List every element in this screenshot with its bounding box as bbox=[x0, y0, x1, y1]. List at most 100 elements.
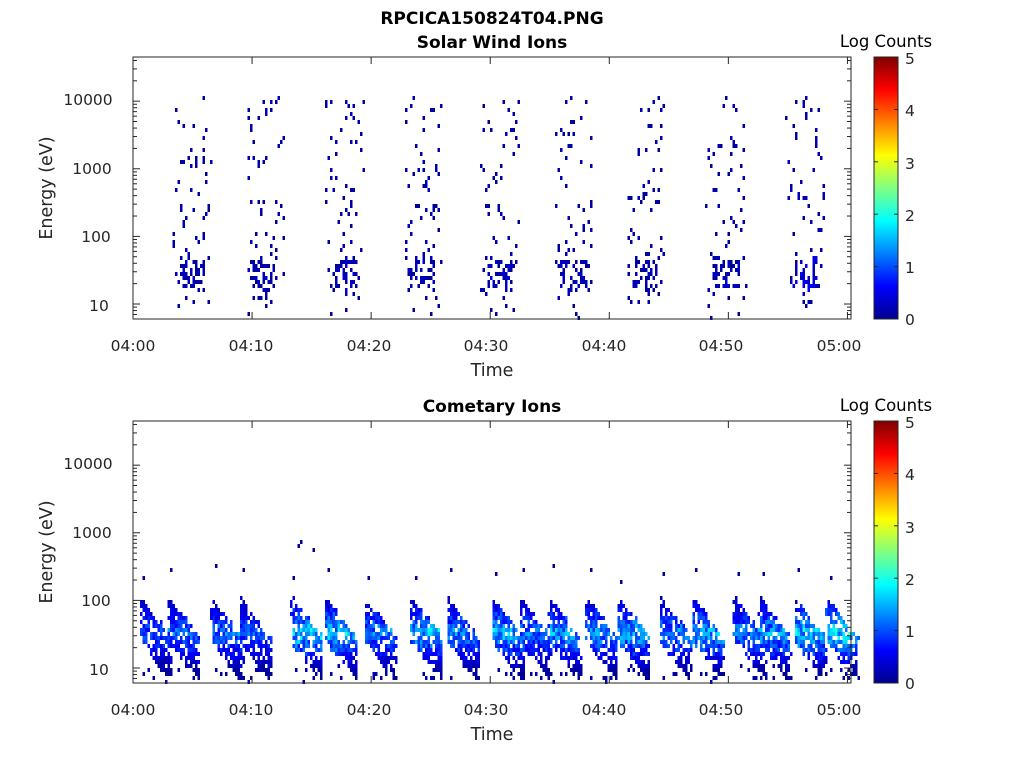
spectrogram-cell bbox=[342, 660, 345, 664]
spectrogram-cell bbox=[565, 184, 568, 188]
spectrogram-cell bbox=[557, 624, 560, 628]
spectrogram-cell bbox=[307, 632, 310, 636]
spectrogram-cell bbox=[217, 632, 220, 636]
spectrogram-cell bbox=[742, 640, 745, 644]
spectrogram-cell bbox=[490, 256, 493, 260]
spectrogram-cell bbox=[807, 276, 810, 280]
spectrogram-cell bbox=[670, 636, 673, 640]
spectrogram-cell bbox=[560, 636, 563, 640]
spectrogram-cell bbox=[700, 616, 703, 620]
spectrogram-cell bbox=[740, 612, 743, 616]
spectrogram-cell bbox=[275, 248, 278, 252]
spectrogram-cell bbox=[195, 636, 198, 640]
spectrogram-cell bbox=[527, 624, 530, 628]
spectrogram-cell bbox=[385, 664, 388, 668]
spectrogram-cell bbox=[780, 636, 783, 640]
spectrogram-cell bbox=[452, 624, 455, 628]
spectrogram-cell bbox=[340, 652, 343, 656]
spectrogram-cell bbox=[802, 292, 805, 296]
spectrogram-cell bbox=[342, 624, 345, 628]
spectrogram-cell bbox=[705, 624, 708, 628]
spectrogram-cell bbox=[575, 660, 578, 664]
spectrogram-cell bbox=[707, 624, 710, 628]
spectrogram-cell bbox=[172, 244, 175, 248]
spectrogram-cell bbox=[657, 200, 660, 204]
spectrogram-cell bbox=[637, 664, 640, 668]
spectrogram-cell bbox=[257, 644, 260, 648]
spectrogram-cell bbox=[257, 640, 260, 644]
spectrogram-cell bbox=[377, 616, 380, 620]
spectrogram-cell bbox=[370, 632, 373, 636]
spectrogram-cell bbox=[722, 644, 725, 648]
spectrogram-cell bbox=[500, 212, 503, 216]
spectrogram-cell bbox=[165, 640, 168, 644]
spectrogram-cell bbox=[502, 644, 505, 648]
spectrogram-cell bbox=[367, 640, 370, 644]
spectrogram-cell bbox=[242, 624, 245, 628]
spectrogram-cell bbox=[190, 652, 193, 656]
spectrogram-cell bbox=[535, 636, 538, 640]
spectrogram-cell bbox=[712, 624, 715, 628]
spectrogram-cell bbox=[312, 660, 315, 664]
spectrogram-cell bbox=[225, 632, 228, 636]
spectrogram-cell bbox=[385, 636, 388, 640]
spectrogram-cell bbox=[565, 100, 568, 104]
spectrogram-cell bbox=[345, 264, 348, 268]
spectrogram-cell bbox=[315, 640, 318, 644]
spectrogram-cell bbox=[342, 244, 345, 248]
spectrogram-cell bbox=[517, 652, 520, 656]
spectrogram-cell bbox=[532, 636, 535, 640]
spectrogram-cell bbox=[742, 628, 745, 632]
spectrogram-cell bbox=[350, 268, 353, 272]
spectrogram-cell bbox=[765, 644, 768, 648]
spectrogram-cell bbox=[142, 608, 145, 612]
spectrogram-cell bbox=[582, 228, 585, 232]
spectrogram-cell bbox=[645, 664, 648, 668]
spectrogram-cell bbox=[195, 164, 198, 168]
spectrogram-cell bbox=[355, 664, 358, 668]
spectrogram-cell bbox=[267, 636, 270, 640]
spectrogram-cell bbox=[432, 288, 435, 292]
spectrogram-cell bbox=[582, 208, 585, 212]
spectrogram-cell bbox=[750, 624, 753, 628]
spectrogram-cell bbox=[590, 608, 593, 612]
spectrogram-cell bbox=[817, 660, 820, 664]
spectrogram-cell bbox=[725, 272, 728, 276]
spectrogram-cell bbox=[330, 640, 333, 644]
spectrogram-cell bbox=[582, 240, 585, 244]
spectrogram-cell bbox=[757, 632, 760, 636]
spectrogram-cell bbox=[252, 644, 255, 648]
spectrogram-cell bbox=[532, 620, 535, 624]
spectrogram-cell bbox=[257, 284, 260, 288]
spectrogram-cell bbox=[762, 632, 765, 636]
spectrogram-cell bbox=[177, 632, 180, 636]
spectrogram-cell bbox=[520, 668, 523, 672]
spectrogram-cell bbox=[505, 628, 508, 632]
spectrogram-cell bbox=[245, 612, 248, 616]
spectrogram-cell bbox=[240, 676, 243, 680]
spectrogram-cell bbox=[705, 620, 708, 624]
spectrogram-cell bbox=[197, 660, 200, 664]
spectrogram-cell bbox=[637, 636, 640, 640]
spectrogram-cell bbox=[170, 656, 173, 660]
spectrogram-cell bbox=[675, 660, 678, 664]
spectrogram-cell bbox=[662, 604, 665, 608]
spectrogram-cell bbox=[710, 680, 713, 684]
spectrogram-cell bbox=[422, 116, 425, 120]
spectrogram-cell bbox=[560, 644, 563, 648]
spectrogram-cell bbox=[720, 660, 723, 664]
spectrogram-cell bbox=[660, 596, 663, 600]
spectrogram-cell bbox=[300, 636, 303, 640]
spectrogram-cell bbox=[527, 620, 530, 624]
spectrogram-cell bbox=[505, 284, 508, 288]
spectrogram-cell bbox=[180, 620, 183, 624]
spectrogram-cell bbox=[697, 616, 700, 620]
spectrogram-cell bbox=[225, 628, 228, 632]
spectrogram-cell bbox=[315, 636, 318, 640]
spectrogram-cell bbox=[212, 624, 215, 628]
spectrogram-cell bbox=[250, 240, 253, 244]
spectrogram-cell bbox=[450, 628, 453, 632]
spectrogram-cell bbox=[560, 260, 563, 264]
spectrogram-cell bbox=[165, 660, 168, 664]
spectrogram-cell bbox=[457, 636, 460, 640]
